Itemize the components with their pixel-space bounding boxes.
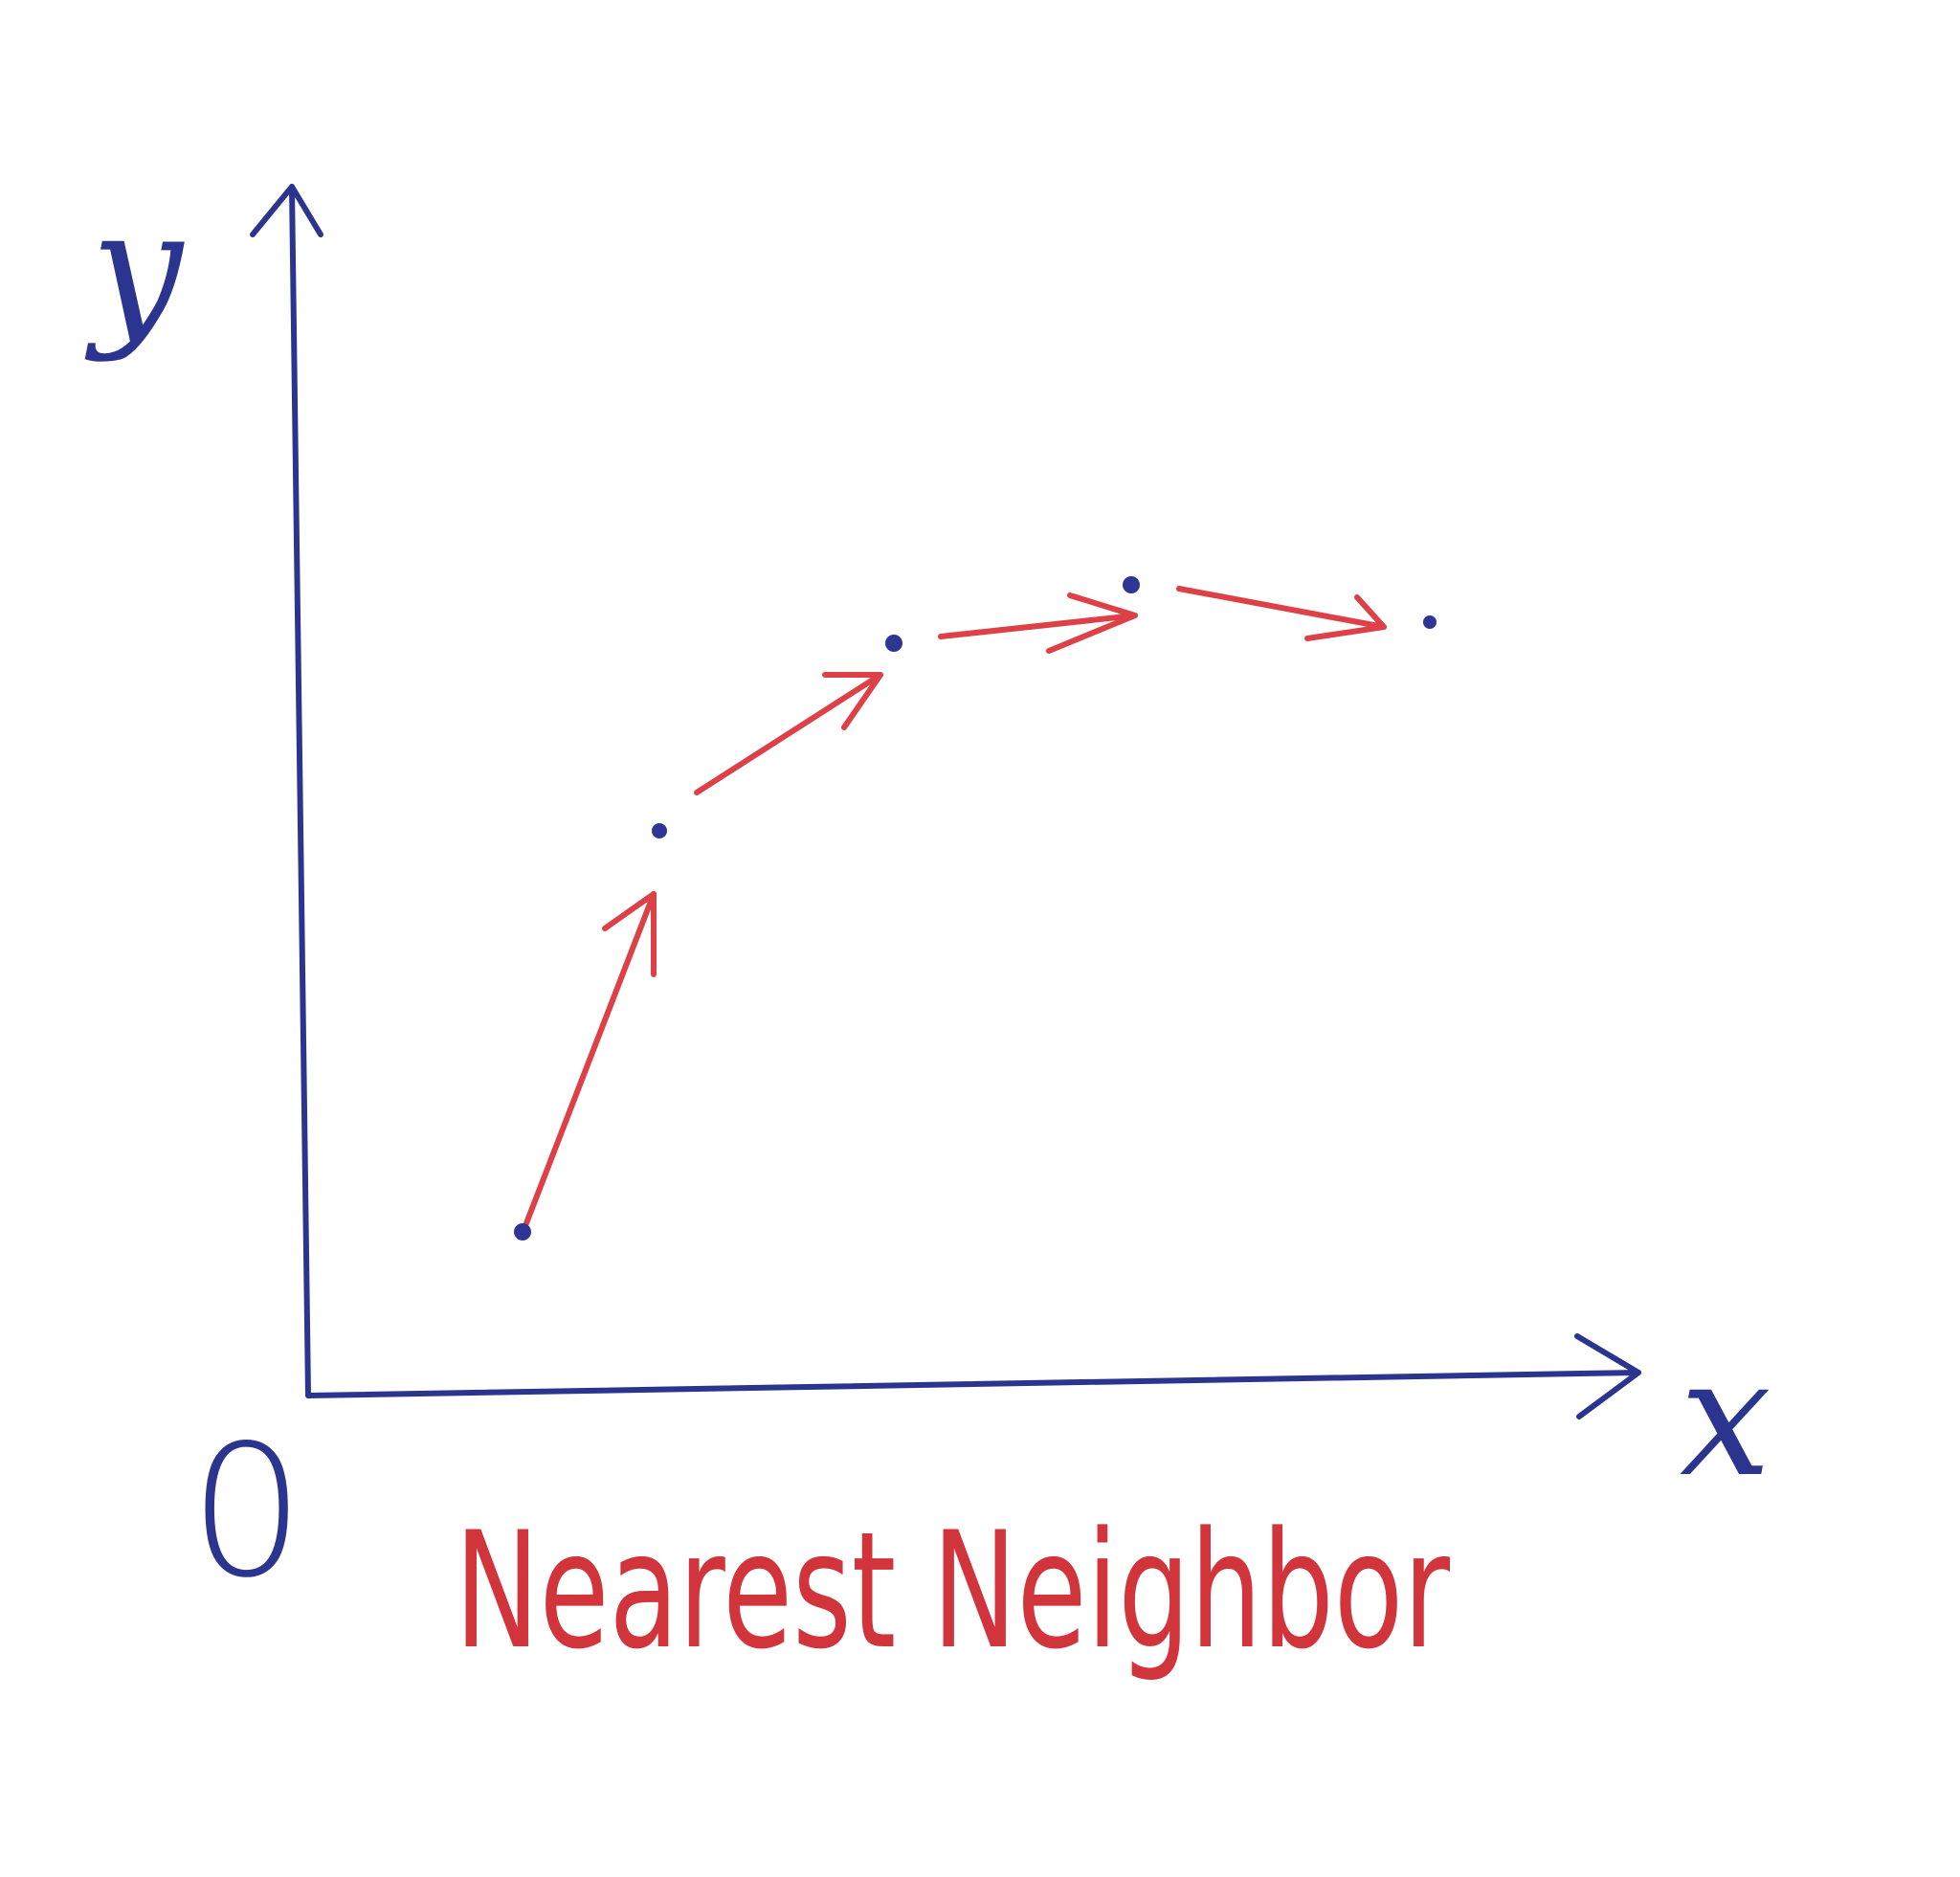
arrow-p3-p4 — [938, 592, 1138, 654]
data-point-2 — [652, 823, 667, 838]
x-axis-label: x — [1680, 1324, 1771, 1513]
arrow-p2-p3 — [694, 672, 883, 795]
arrow-p1-p2 — [523, 891, 657, 1226]
arrow-p4-p5 — [1176, 586, 1387, 641]
data-point-5 — [1423, 615, 1437, 629]
origin-label: 0 — [189, 1406, 305, 1618]
x-axis — [305, 1333, 1641, 1419]
data-point-1 — [514, 1223, 531, 1240]
diagram-title: Nearest Neighbor — [455, 1497, 1451, 1685]
y-axis — [250, 184, 323, 1398]
data-point-4 — [1123, 576, 1140, 593]
data-point-3 — [885, 635, 902, 652]
y-axis-label: y — [84, 175, 185, 365]
